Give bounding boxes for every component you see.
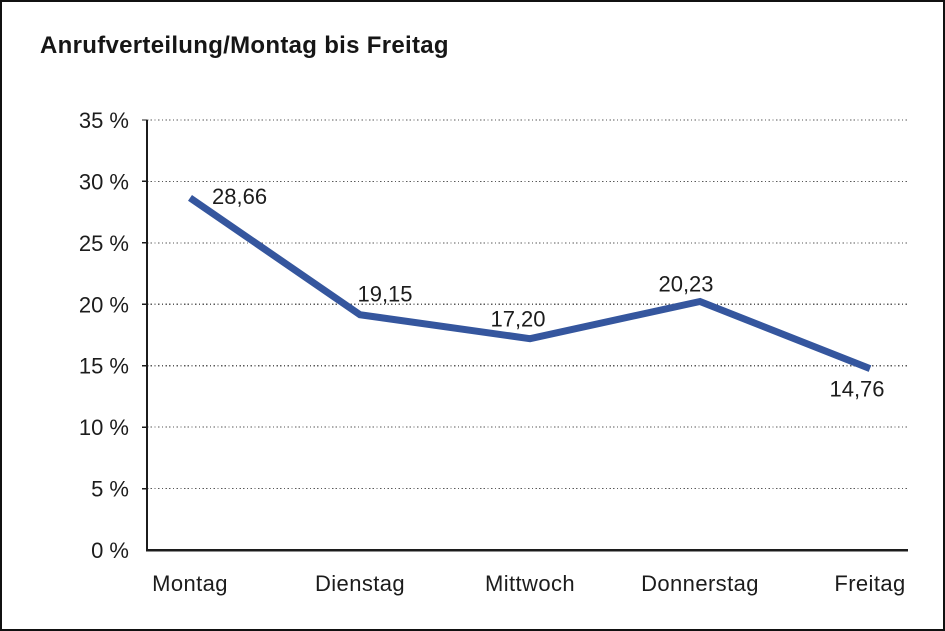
data-point-label: 17,20 xyxy=(490,307,545,332)
x-axis-label: Dienstag xyxy=(315,571,405,596)
data-point-label: 28,66 xyxy=(212,184,267,209)
data-line xyxy=(188,195,872,372)
x-axis-label: Donnerstag xyxy=(641,571,759,596)
data-point-label: 20,23 xyxy=(658,271,713,296)
x-axis-label: Montag xyxy=(152,571,228,596)
y-axis-label: 35 % xyxy=(79,108,129,133)
y-axis-label: 5 % xyxy=(91,477,129,502)
y-axis-label: 15 % xyxy=(79,354,129,379)
data-point-label: 14,76 xyxy=(829,377,884,402)
x-axis-label: Mittwoch xyxy=(485,571,575,596)
x-axis-label: Freitag xyxy=(834,571,905,596)
y-axis-label: 25 % xyxy=(79,231,129,256)
y-axis-label: 10 % xyxy=(79,415,129,440)
chart-title: Anrufverteilung/Montag bis Freitag xyxy=(40,32,449,59)
y-axis-label: 30 % xyxy=(79,169,129,194)
y-axis-label: 0 % xyxy=(91,538,129,563)
data-point-label: 19,15 xyxy=(357,282,412,307)
y-axis-label: 20 % xyxy=(79,292,129,317)
